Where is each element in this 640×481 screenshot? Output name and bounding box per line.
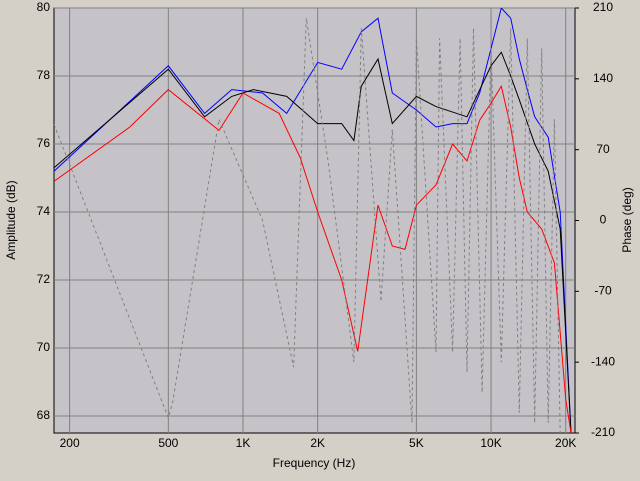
phase-line	[54, 18, 561, 433]
x-tick-label: 200	[60, 436, 80, 450]
x-tick-label: 500	[158, 436, 178, 450]
x-axis-label: Frequency (Hz)	[273, 456, 356, 470]
y-tick-label: 76	[37, 136, 51, 150]
x-tick-label: 2K	[310, 436, 325, 450]
plot-area	[53, 7, 576, 434]
y2-tick-label: 70	[596, 142, 610, 156]
x-tick-label: 10K	[480, 436, 501, 450]
y-tick-label: 74	[37, 204, 51, 218]
y-tick-label: 68	[37, 408, 51, 422]
amplitude-line	[54, 84, 572, 433]
amplitude-line	[54, 51, 572, 433]
x-tick-label: 5K	[409, 436, 424, 450]
amplitude-line	[54, 8, 572, 433]
y-axis-label: Amplitude (dB)	[4, 180, 18, 259]
x-tick-label: 20K	[555, 436, 576, 450]
x-tick-label: 1K	[236, 436, 251, 450]
y2-tick-label: -210	[591, 425, 615, 439]
y-tick-label: 80	[37, 0, 51, 14]
y2-tick-label: -70	[594, 284, 612, 298]
y2-axis-label: Phase (deg)	[620, 187, 634, 252]
y-tick-label: 70	[37, 340, 51, 354]
y-tick-label: 72	[37, 272, 51, 286]
y2-tick-label: 140	[593, 71, 613, 85]
y2-tick-label: 210	[593, 0, 613, 14]
y2-tick-label: 0	[600, 213, 607, 227]
y2-tick-label: -140	[591, 354, 615, 368]
y-tick-label: 78	[37, 68, 51, 82]
